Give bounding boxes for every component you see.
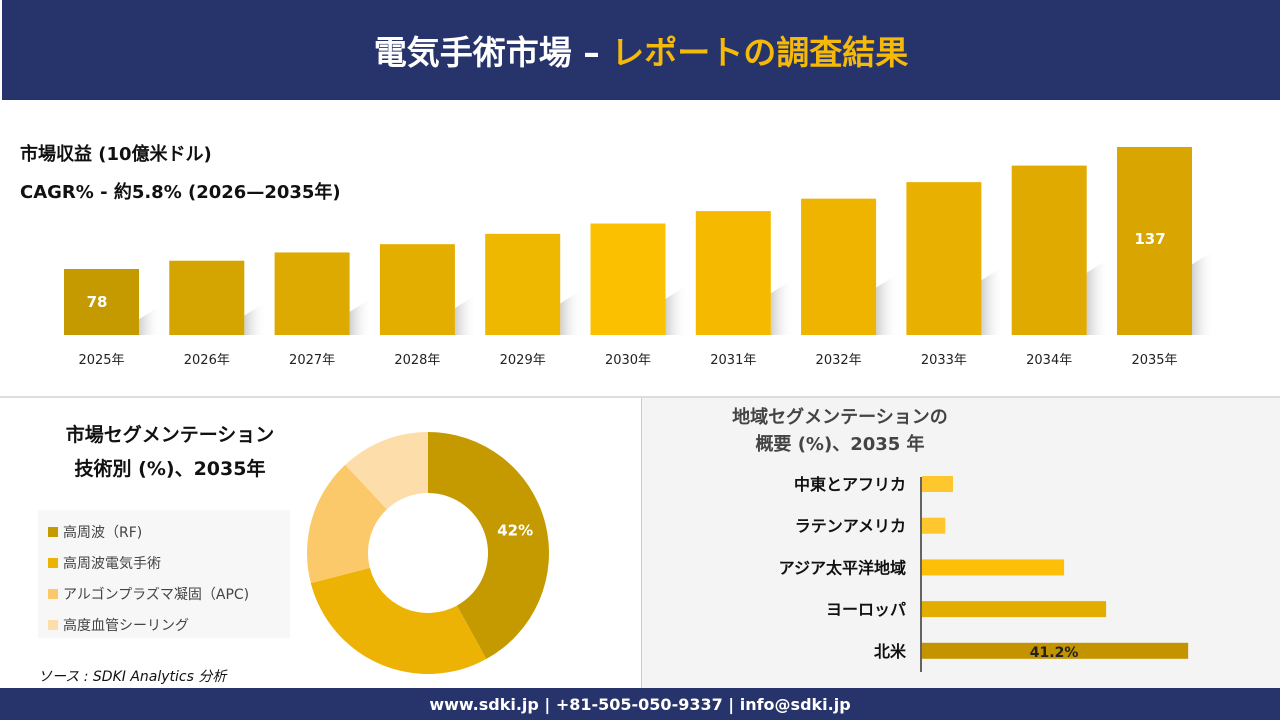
bar-2029年 xyxy=(485,233,561,335)
x-tick-label: 2030年 xyxy=(605,353,651,368)
legend-swatch xyxy=(48,526,58,537)
bar-shadow xyxy=(349,297,372,335)
bar-2031年 xyxy=(695,211,771,335)
legend-label: 高周波（RF) xyxy=(63,524,143,541)
bar-shadow xyxy=(560,289,583,335)
region-segment-panel xyxy=(641,398,1280,688)
bar-2028年 xyxy=(379,244,455,335)
legend-label: 高度血管シーリング xyxy=(63,617,189,634)
legend-swatch xyxy=(48,588,58,599)
bar-shadow xyxy=(1192,250,1214,335)
data-label: 78 xyxy=(87,293,108,311)
bar-shadow xyxy=(665,284,688,335)
footer-contact: www.sdki.jp | +81-505-050-9337 | info@sd… xyxy=(0,688,1280,720)
bar-shadow xyxy=(139,305,161,335)
title-main: 電気手術市場 – xyxy=(373,33,600,72)
region-title: 地域セグメンテーションの 概要 (%)、2035 年 xyxy=(640,404,1040,458)
tech-title-line2: 技術別 (%)、2035年 xyxy=(74,458,266,480)
legend-item: 高周波（RF) xyxy=(48,516,280,547)
tech-title-line1: 市場セグメンテーション xyxy=(65,424,275,446)
title-accent: レポートの調査結果 xyxy=(611,33,909,72)
bar-shadow xyxy=(1086,258,1109,335)
source-note: ソース : SDKI Analytics 分析 xyxy=(38,669,227,685)
bar-shadow xyxy=(770,279,793,335)
legend-item: アルゴンプラズマ凝固（APC) xyxy=(48,578,280,609)
legend-swatch xyxy=(48,619,58,630)
x-tick-label: 2028年 xyxy=(394,353,440,368)
legend-item: 高周波電気手術 xyxy=(48,547,280,578)
x-tick-label: 2035年 xyxy=(1131,353,1177,368)
x-tick-label: 2026年 xyxy=(184,353,230,368)
legend-item: 高度血管シーリング xyxy=(48,609,280,640)
x-tick-label: 2033年 xyxy=(921,353,967,368)
bar-2032年 xyxy=(801,198,877,335)
divider xyxy=(0,396,1280,398)
region-title-line2: 概要 (%)、2035 年 xyxy=(755,434,925,455)
bar-shadow xyxy=(981,266,1004,335)
header-banner: 電気手術市場 – レポートの調査結果 xyxy=(2,0,1280,100)
x-tick-label: 2027年 xyxy=(289,353,335,368)
bar-2033年 xyxy=(906,182,982,335)
bar-2035年 xyxy=(1117,146,1192,335)
x-tick-label: 2034年 xyxy=(1026,353,1072,368)
x-tick-label: 2029年 xyxy=(500,353,546,368)
bar-2027年 xyxy=(274,252,350,335)
legend-label: アルゴンプラズマ凝固（APC) xyxy=(63,586,250,603)
bar-2025年 xyxy=(64,268,139,335)
bar-shadow xyxy=(454,294,477,335)
donut-legend: 高周波（RF) 高周波電気手術 アルゴンプラズマ凝固（APC) 高度血管シーリン… xyxy=(38,510,290,638)
data-label: 137 xyxy=(1134,230,1165,248)
cagr-text: CAGR% - 約5.8% (2026—2035年) xyxy=(20,182,341,203)
bar-shadow xyxy=(244,301,267,335)
bar-2034年 xyxy=(1011,165,1087,335)
bar-shadow xyxy=(876,273,899,335)
legend-swatch xyxy=(48,557,58,568)
revenue-bar-chart: 2025年 78 2026年 2027年 2028年 2029年 2030年 2031年 203… xyxy=(64,146,1214,368)
x-tick-label: 2031年 xyxy=(710,353,756,368)
revenue-title: 市場収益 (10億米ドル) xyxy=(20,144,212,165)
legend-label: 高周波電気手術 xyxy=(63,555,161,572)
bar-2026年 xyxy=(169,260,245,335)
region-title-line1: 地域セグメンテーションの xyxy=(732,407,948,428)
x-tick-label: 2025年 xyxy=(78,353,124,368)
x-tick-label: 2032年 xyxy=(816,353,862,368)
tech-segment-title: 市場セグメンテーション 技術別 (%)、2035年 xyxy=(40,418,300,486)
bar-2030年 xyxy=(590,223,666,335)
